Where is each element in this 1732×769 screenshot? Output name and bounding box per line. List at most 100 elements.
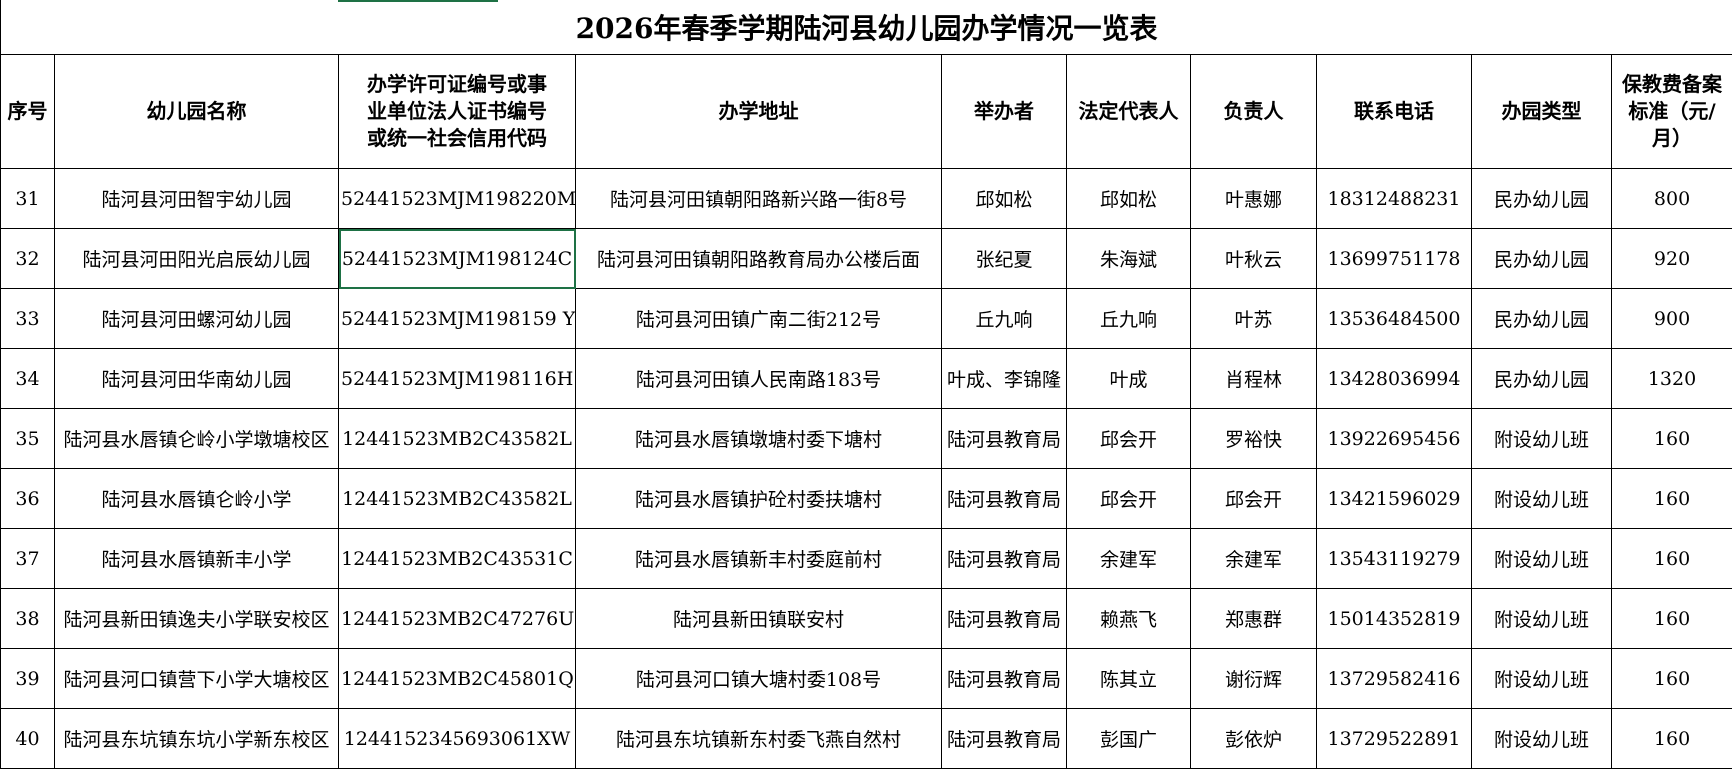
table-cell: 52441523MJM198220M: [338, 168, 576, 229]
table-cell: 160: [1610, 468, 1732, 529]
table-cell: 邱如松: [1066, 168, 1191, 229]
header-cell: 保教费备案标准（元/月）: [1610, 54, 1732, 169]
table-cell: 12441523MB2C47276U: [338, 588, 576, 649]
table-cell: 160: [1610, 528, 1732, 589]
table-cell: 陆河县教育局: [941, 408, 1067, 469]
table-cell: 52441523MJM198116H: [338, 348, 576, 409]
table-cell: 18312488231: [1316, 168, 1472, 229]
table-cell: 31: [0, 168, 55, 229]
table-cell: 邱会开: [1066, 408, 1191, 469]
header-cell: 法定代表人: [1066, 54, 1191, 169]
table-cell: 陆河县水唇镇仑岭小学墩塘校区: [54, 408, 339, 469]
table-cell: 陆河县新田镇逸夫小学联安校区: [54, 588, 339, 649]
table-cell: 丘九响: [941, 288, 1067, 349]
table-row: 35 陆河县水唇镇仑岭小学墩塘校区 12441523MB2C43582L 陆河县水唇镇…: [0, 408, 1732, 469]
table-cell: 赖燕飞: [1066, 588, 1191, 649]
table-cell: 谢衍辉: [1190, 648, 1317, 709]
header-row: 序号 幼儿园名称 办学许可证编号或事业单位法人证书编号或统一社会信用代码 办学地址 举办…: [0, 54, 1732, 169]
table-cell: 邱会开: [1190, 468, 1317, 529]
table-cell: 陆河县河田镇广南二街212号: [575, 288, 942, 349]
table-cell: 陆河县教育局: [941, 468, 1067, 529]
table-cell: 13729522891: [1316, 708, 1472, 769]
table-cell: 朱海斌: [1066, 228, 1191, 289]
table-cell: 陆河县水唇镇新丰村委庭前村: [575, 528, 942, 589]
header-cell: 办学地址: [575, 54, 942, 169]
header-cell: 负责人: [1190, 54, 1317, 169]
table-cell: 彭依炉: [1190, 708, 1317, 769]
table-cell: 13543119279: [1316, 528, 1472, 589]
table-cell: 余建军: [1066, 528, 1191, 589]
table-cell: 15014352819: [1316, 588, 1472, 649]
table-cell: 陆河县水唇镇仑岭小学: [54, 468, 339, 529]
table-cell: 余建军: [1190, 528, 1317, 589]
table-cell: 邱如松: [941, 168, 1067, 229]
table-cell: 35: [0, 408, 55, 469]
table-row: 34 陆河县河田华南幼儿园 52441523MJM198116H 陆河县河田镇人民南路…: [0, 348, 1732, 409]
selection-mark: [338, 0, 498, 2]
table-cell: 12441523MB2C43582L: [338, 468, 576, 529]
table-cell: 52441523MJM198124C: [338, 228, 576, 289]
table-cell: 陆河县东坑镇东坑小学新东校区: [54, 708, 339, 769]
table-cell: 陆河县水唇镇新丰小学: [54, 528, 339, 589]
table-cell: 36: [0, 468, 55, 529]
table-row: 40 陆河县东坑镇东坑小学新东校区 1244152345693061XW 陆河县东坑镇…: [0, 708, 1732, 769]
table-cell: 叶苏: [1190, 288, 1317, 349]
table-cell: 900: [1610, 288, 1732, 349]
table-cell: 张纪夏: [941, 228, 1067, 289]
table-cell: 陆河县新田镇联安村: [575, 588, 942, 649]
table-cell: 陆河县水唇镇墩塘村委下塘村: [575, 408, 942, 469]
table-cell: 陈其立: [1066, 648, 1191, 709]
table-cell: 民办幼儿园: [1471, 228, 1612, 289]
table-cell: 13536484500: [1316, 288, 1472, 349]
table-cell: 附设幼儿班: [1471, 588, 1612, 649]
header-cell: 幼儿园名称: [54, 54, 339, 169]
table-cell: 叶秋云: [1190, 228, 1317, 289]
table-cell: 32: [0, 228, 55, 289]
table-cell: 34: [0, 348, 55, 409]
table-cell: 1320: [1610, 348, 1732, 409]
table-title: 2026年春季学期陆河县幼儿园办学情况一览表: [0, 0, 1732, 55]
table-cell: 陆河县教育局: [941, 588, 1067, 649]
table-cell: 12441523MB2C45801Q: [338, 648, 576, 709]
header-cell: 序号: [0, 54, 55, 169]
table-cell: 陆河县教育局: [941, 648, 1067, 709]
table-cell: 民办幼儿园: [1471, 288, 1612, 349]
table-cell: 13922695456: [1316, 408, 1472, 469]
table-cell: 彭国广: [1066, 708, 1191, 769]
header-cell: 联系电话: [1316, 54, 1472, 169]
table-cell: 民办幼儿园: [1471, 348, 1612, 409]
table-cell: 800: [1610, 168, 1732, 229]
table-cell: 52441523MJM198159 Y: [338, 288, 576, 349]
table-cell: 附设幼儿班: [1471, 648, 1612, 709]
table-cell: 叶惠娜: [1190, 168, 1317, 229]
table-cell: 40: [0, 708, 55, 769]
header-cell: 办园类型: [1471, 54, 1612, 169]
table-cell: 陆河县教育局: [941, 528, 1067, 589]
table-row: 33 陆河县河田螺河幼儿园 52441523MJM198159 Y 陆河县河田镇广南二…: [0, 288, 1732, 349]
table-cell: 邱会开: [1066, 468, 1191, 529]
table-cell: 陆河县河口镇大塘村委108号: [575, 648, 942, 709]
table-cell: 叶成: [1066, 348, 1191, 409]
table-cell: 丘九响: [1066, 288, 1191, 349]
table-row: 39 陆河县河口镇营下小学大塘校区 12441523MB2C45801Q 陆河县河口镇…: [0, 648, 1732, 709]
table-row: 31 陆河县河田智宇幼儿园 52441523MJM198220M 陆河县河田镇朝阳路新…: [0, 168, 1732, 229]
table-cell: 肖程林: [1190, 348, 1317, 409]
table-cell: 陆河县河田螺河幼儿园: [54, 288, 339, 349]
table-cell: 陆河县河田阳光启辰幼儿园: [54, 228, 339, 289]
table-cell: 33: [0, 288, 55, 349]
table-cell: 38: [0, 588, 55, 649]
table-cell: 39: [0, 648, 55, 709]
table-cell: 陆河县河口镇营下小学大塘校区: [54, 648, 339, 709]
table-cell: 160: [1610, 408, 1732, 469]
table-cell: 陆河县水唇镇护砼村委扶塘村: [575, 468, 942, 529]
table-cell: 陆河县河田镇朝阳路新兴路一街8号: [575, 168, 942, 229]
table-cell: 12441523MB2C43531C: [338, 528, 576, 589]
table-row: 32 陆河县河田阳光启辰幼儿园 52441523MJM198124C 陆河县河田镇朝阳…: [0, 228, 1732, 289]
table-cell: 12441523MB2C43582L: [338, 408, 576, 469]
table-cell: 37: [0, 528, 55, 589]
table-cell: 160: [1610, 588, 1732, 649]
table-cell: 920: [1610, 228, 1732, 289]
table-cell: 附设幼儿班: [1471, 708, 1612, 769]
table-cell: 13699751178: [1316, 228, 1472, 289]
